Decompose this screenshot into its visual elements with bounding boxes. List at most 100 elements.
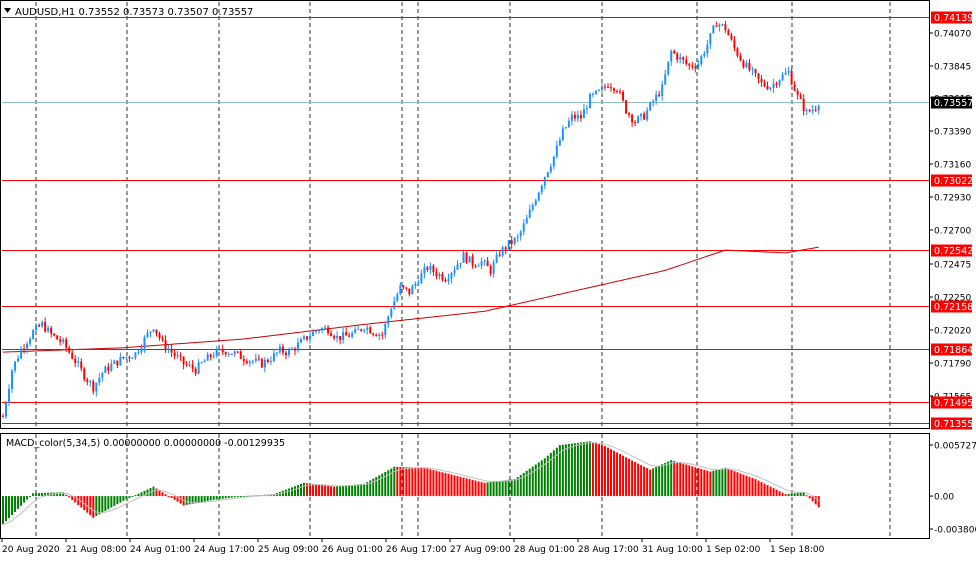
- macd-bar: [113, 496, 116, 506]
- candle-body: [459, 262, 462, 265]
- macd-bar: [107, 496, 110, 510]
- candle-body: [275, 352, 278, 354]
- symbol-menu-arrow-icon[interactable]: [4, 8, 11, 13]
- candles: [2, 20, 820, 419]
- candle-body: [369, 327, 372, 334]
- candle-body: [32, 330, 35, 339]
- candle-body: [634, 122, 637, 124]
- candle-body: [167, 349, 170, 351]
- macd-bar: [426, 468, 429, 497]
- candle-body: [802, 98, 805, 112]
- macd-bar: [116, 496, 119, 505]
- candle-body: [164, 339, 167, 350]
- candle-body: [221, 349, 224, 353]
- time-label: 24 Aug 17:00: [194, 545, 255, 555]
- candle-body: [513, 238, 516, 244]
- candle-body: [315, 331, 318, 333]
- macd-bar: [38, 493, 41, 497]
- candle-body: [751, 69, 754, 71]
- macd-bar: [77, 496, 80, 506]
- candle-body: [519, 231, 522, 237]
- candle-body: [372, 333, 375, 335]
- macd-bar: [41, 492, 44, 497]
- macd-bar: [194, 496, 197, 504]
- candle-body: [191, 364, 194, 369]
- macd-bar: [239, 496, 242, 498]
- main-chart-frame: [0, 0, 930, 429]
- level-tag-text: 0.71864: [934, 345, 973, 356]
- candle-body: [41, 322, 44, 327]
- macd-bar: [664, 462, 667, 497]
- macd-bar: [330, 486, 333, 497]
- macd-bar: [501, 480, 504, 497]
- macd-bar: [555, 447, 558, 497]
- macd-bar: [817, 496, 820, 508]
- macd-bar: [393, 466, 396, 497]
- macd-bar: [245, 495, 248, 497]
- macd-bar: [432, 470, 435, 497]
- macd-bar: [29, 496, 32, 498]
- candle-body: [411, 285, 414, 295]
- candle-body: [161, 338, 164, 340]
- level-tag-box: [931, 174, 972, 187]
- candle-body: [137, 352, 140, 354]
- macd-bar: [637, 463, 640, 497]
- candle-body: [140, 348, 143, 353]
- macd-bar: [685, 464, 688, 497]
- macd-bar: [140, 492, 143, 497]
- candle-body: [284, 352, 287, 355]
- candle-body: [706, 44, 709, 54]
- macd-bar: [739, 473, 742, 497]
- macd-scale-label: 0.00: [934, 493, 954, 503]
- candle-body: [784, 72, 787, 75]
- candle-body: [83, 368, 86, 380]
- macd-bar: [745, 475, 748, 497]
- macd-header: MACD_color(5,34,5) 0.00000000 0.00000000…: [6, 438, 285, 449]
- candle-body: [543, 177, 546, 186]
- candle-body: [104, 366, 107, 373]
- candle-body: [342, 332, 345, 340]
- macd-bar: [387, 470, 390, 497]
- candle-body: [35, 325, 38, 331]
- macd-bar: [712, 470, 715, 497]
- macd-bar: [456, 476, 459, 497]
- macd-bar: [372, 478, 375, 497]
- candle-body: [607, 86, 610, 88]
- time-label: 28 Aug 01:00: [514, 545, 575, 555]
- macd-bar: [552, 450, 555, 497]
- macd-bar: [131, 496, 134, 498]
- candle-body: [498, 254, 501, 256]
- candle-body: [20, 348, 23, 359]
- macd-bar: [498, 480, 501, 497]
- candle-body: [501, 247, 504, 256]
- time-label: 1 Sep 18:00: [770, 545, 825, 555]
- macd-bar: [709, 471, 712, 497]
- price-label: 0.73160: [934, 161, 971, 171]
- horizontal-levels[interactable]: [2, 17, 929, 424]
- candle-body: [248, 361, 251, 364]
- macd-bar: [348, 485, 351, 497]
- level-tag-text: 0.72542: [934, 246, 973, 257]
- candle-body: [796, 90, 799, 95]
- candle-body: [86, 379, 89, 382]
- macd-bar: [622, 455, 625, 497]
- time-axis: 20 Aug 2020 21 Aug 08:00 24 Aug 01:00 24 Au…: [1, 538, 825, 555]
- candle-body: [616, 90, 619, 92]
- macd-bar: [315, 484, 318, 497]
- candle-body: [652, 101, 655, 103]
- candle-body: [134, 352, 137, 358]
- candle-body: [492, 262, 495, 274]
- candle-body: [805, 110, 808, 112]
- candle-body: [435, 272, 438, 277]
- macd-bar: [766, 485, 769, 497]
- macd-bar: [619, 454, 622, 497]
- macd-bar: [71, 496, 74, 500]
- candle-body: [570, 114, 573, 121]
- candle-body: [724, 24, 727, 31]
- macd-bar: [661, 464, 664, 497]
- macd-bar: [793, 493, 796, 497]
- candle-body: [339, 336, 342, 340]
- candle-body: [345, 332, 348, 336]
